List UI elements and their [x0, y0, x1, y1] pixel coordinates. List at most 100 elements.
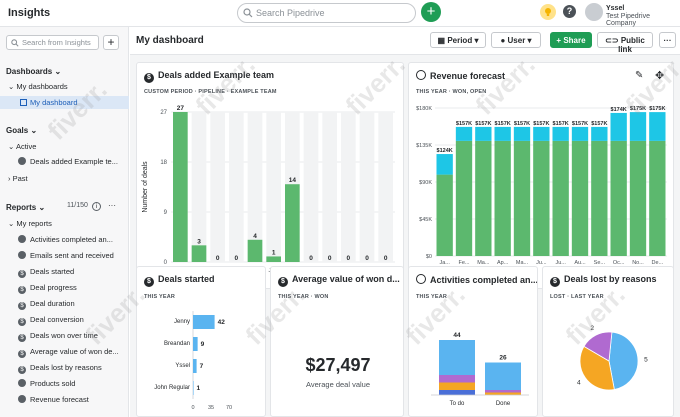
- info-icon[interactable]: i: [92, 202, 101, 211]
- forecast-icon: [416, 70, 426, 80]
- bar-background: [210, 112, 225, 262]
- pie-slice: [608, 331, 639, 390]
- goals-label: Goals: [6, 126, 29, 135]
- report-item[interactable]: $ Deal duration: [0, 298, 129, 310]
- card-title: $ Deals lost by reasons: [550, 274, 657, 287]
- search-icon: [243, 8, 253, 18]
- public-link-button[interactable]: ⊂⊃ Public link: [597, 32, 653, 54]
- report-item[interactable]: $ Deals lost by reasons: [0, 362, 129, 374]
- global-search-input[interactable]: Search Pipedrive: [237, 3, 416, 23]
- data-label: $157K: [514, 121, 530, 127]
- card-subtitle: LOST · LAST YEAR: [550, 294, 604, 300]
- edit-icon[interactable]: ✎: [635, 70, 644, 81]
- deals-lost-card[interactable]: $ Deals lost by reasons LOST · LAST YEAR …: [542, 266, 674, 417]
- sidebar-section-dashboards[interactable]: Dashboards ⌄: [0, 66, 129, 77]
- y-tick-label: $90K: [419, 180, 432, 186]
- lightbulb-icon[interactable]: [540, 4, 556, 20]
- dashboard-icon: [20, 99, 27, 106]
- report-label: Deals started: [30, 267, 75, 276]
- bar: [247, 239, 263, 262]
- sidebar-item-active[interactable]: ⌄ Active: [0, 141, 129, 152]
- y-tick-label: $135K: [416, 143, 432, 149]
- data-label: 1: [272, 249, 276, 256]
- x-tick-label: Done: [496, 401, 511, 407]
- slice-label: 2: [590, 325, 594, 332]
- user-filter-button[interactable]: ● User ▾: [491, 32, 541, 48]
- sidebar-item-my-reports[interactable]: ⌄ My reports: [0, 218, 129, 229]
- report-item[interactable]: Activities completed an...: [0, 234, 129, 245]
- x-tick-label: Ju...: [555, 260, 566, 266]
- help-icon[interactable]: ?: [563, 5, 576, 18]
- data-label: $157K: [591, 121, 607, 127]
- report-label: Products sold: [30, 379, 76, 388]
- x-tick-label: Fe...: [458, 260, 469, 266]
- move-icon[interactable]: ✥: [655, 70, 665, 82]
- quick-add-button[interactable]: +: [421, 2, 441, 22]
- dollar-icon: $: [144, 73, 154, 83]
- report-item[interactable]: $ Deals started: [0, 266, 129, 278]
- bar-segment: [439, 375, 475, 383]
- bar: [173, 112, 188, 262]
- report-label: Deal duration: [30, 299, 75, 308]
- data-label: 27: [177, 105, 185, 112]
- sidebar: Search from Insights + Dashboards ⌄ ⌄ My…: [0, 27, 129, 417]
- slice-label: 4: [577, 379, 581, 386]
- bar-open: [513, 126, 531, 141]
- x-tick-label: Se...: [594, 260, 606, 266]
- data-label: 0: [347, 255, 351, 262]
- bar-background: [378, 112, 393, 262]
- card-subtitle: THIS YEAR: [416, 294, 448, 300]
- y-tick-label: 9: [164, 210, 168, 216]
- bar: [266, 256, 281, 262]
- bar-won: [629, 140, 647, 256]
- app-title: Insights: [8, 7, 51, 19]
- report-item[interactable]: Products sold: [0, 378, 129, 389]
- report-item[interactable]: Emails sent and received: [0, 250, 129, 261]
- sidebar-item-past[interactable]: › Past: [0, 173, 129, 184]
- report-item[interactable]: Revenue forecast: [0, 394, 129, 405]
- report-item[interactable]: $ Average value of won de...: [0, 346, 129, 358]
- main-area: My dashboard ▦ Period ▾ ● User ▾ + Share…: [130, 27, 680, 417]
- report-item[interactable]: $ Deal conversion: [0, 314, 129, 326]
- y-tick-label: $0: [426, 254, 432, 260]
- deals-added-card[interactable]: $ Deals added Example team CUSTOM PERIOD …: [136, 62, 404, 289]
- more-options-button[interactable]: ···: [659, 32, 676, 48]
- avatar[interactable]: [585, 3, 603, 21]
- report-item[interactable]: $ Deals won over time: [0, 330, 129, 342]
- sidebar-section-goals[interactable]: Goals ⌄: [0, 125, 129, 136]
- activity-icon: [416, 274, 426, 284]
- share-button[interactable]: + Share: [550, 32, 592, 48]
- x-tick-label: 70: [226, 405, 232, 411]
- insights-search-input[interactable]: Search from Insights: [6, 35, 99, 50]
- report-label: Emails sent and received: [30, 251, 114, 260]
- add-insight-button[interactable]: +: [103, 35, 119, 50]
- sidebar-item-my-dashboard[interactable]: My dashboard: [0, 96, 129, 109]
- sidebar-item-my-dashboards[interactable]: ⌄ My dashboards: [0, 81, 129, 92]
- my-reports-label: My reports: [16, 219, 52, 228]
- y-tick-label: Yssel: [175, 363, 190, 369]
- bar-won: [552, 140, 569, 256]
- public-link-label: Public link: [618, 36, 645, 54]
- revenue-forecast-chart: $0 $45K $90K $135K $180K $124K Ja... $157K Fe...…: [416, 106, 667, 278]
- more-icon[interactable]: ···: [108, 201, 116, 210]
- x-tick-label: Ju...: [536, 260, 547, 266]
- bar-segment: [439, 340, 475, 375]
- dollar-icon: $: [18, 318, 26, 326]
- card-title-text: Activities completed an...: [430, 275, 538, 285]
- user-name[interactable]: Yssel: [606, 5, 625, 12]
- chevron-down-icon: ⌄: [38, 203, 46, 212]
- sidebar-item-goal[interactable]: Deals added Example te...: [0, 156, 129, 167]
- reports-count: 11/150: [67, 202, 88, 209]
- activities-card[interactable]: Activities completed an... THIS YEAR 44 T…: [408, 266, 538, 417]
- deals-started-chart: Jenny 42 Breandan 9 Yssel 7 John Regular 1 0 35 70: [154, 311, 232, 411]
- revenue-forecast-card[interactable]: Revenue forecast ✎ ✥ THIS YEAR · WON, OP…: [408, 62, 674, 289]
- period-filter-button[interactable]: ▦ Period ▾: [430, 32, 486, 48]
- search-placeholder: Search Pipedrive: [256, 8, 325, 18]
- report-item[interactable]: $ Deal progress: [0, 282, 129, 294]
- average-value-card[interactable]: $ Average value of won d... THIS YEAR · W…: [270, 266, 404, 417]
- data-label: 44: [453, 332, 461, 339]
- share-label: Share: [563, 36, 586, 45]
- report-label: Deals won over time: [30, 331, 98, 340]
- sidebar-section-reports[interactable]: Reports ⌄: [0, 202, 129, 213]
- deals-started-card[interactable]: $ Deals started THIS YEAR Jenny 42 Breandan…: [136, 266, 266, 417]
